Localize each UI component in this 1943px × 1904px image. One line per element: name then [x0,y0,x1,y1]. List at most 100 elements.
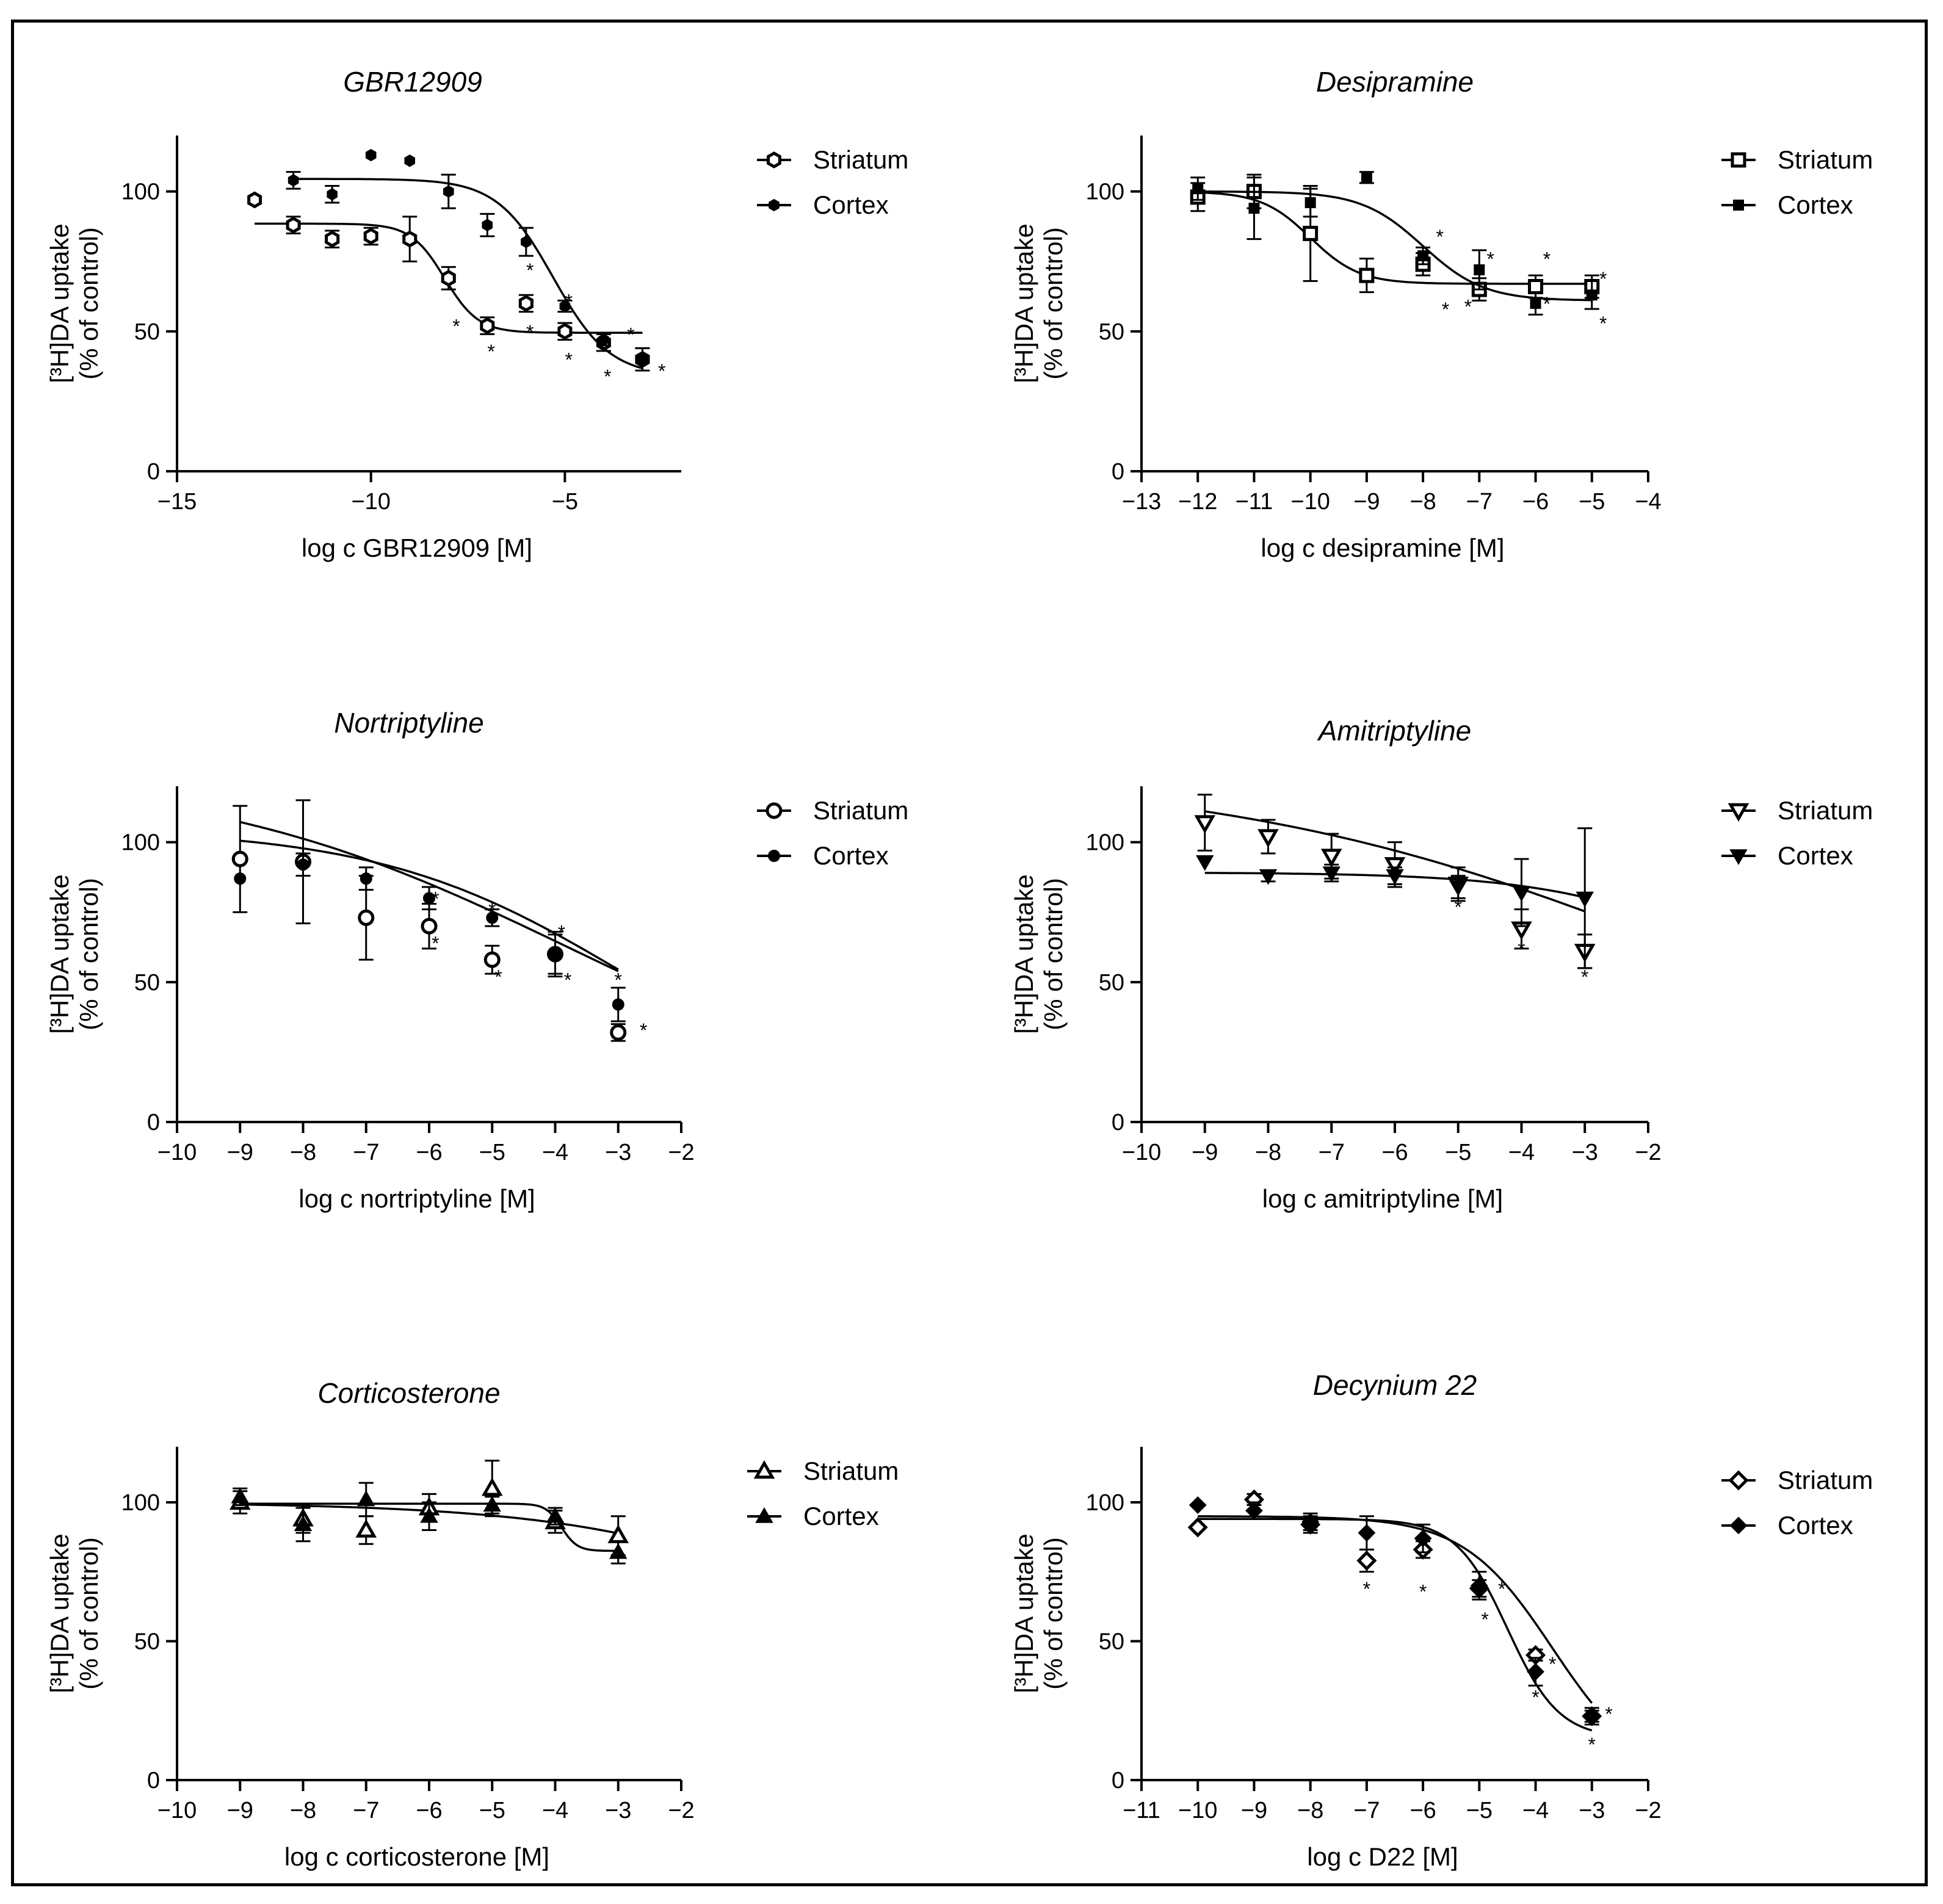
data-point [483,1496,501,1512]
y-tick-label: 0 [1112,1110,1124,1135]
y-axis-label-line1: [³H]DA uptake [45,223,74,383]
data-point [441,269,456,287]
x-tick-label: −5 [479,1140,505,1165]
significance-marker: * [1419,1581,1427,1603]
legend-marker [769,198,780,212]
x-tick-label: −4 [1635,489,1661,515]
data-point [1358,1524,1376,1542]
x-tick-label: −9 [227,1798,253,1823]
chart-title: Corticosterone [317,1377,500,1409]
x-tick-label: −15 [157,489,197,515]
x-tick-label: −9 [1241,1798,1267,1823]
significance-marker: * [627,324,634,346]
significance-marker: * [1543,248,1550,270]
x-axis-label: log c nortriptyline [M] [299,1184,535,1213]
data-point [1414,1529,1432,1547]
x-axis-label: log c GBR12909 [M] [302,534,532,562]
series-cortex [1190,171,1599,316]
x-tick-label: −2 [1635,1798,1661,1823]
x-tick-label: −7 [353,1140,379,1165]
x-tick-label: −12 [1178,489,1217,515]
x-tick-label: −2 [668,1798,694,1823]
series-cortex [1196,827,1594,969]
x-tick-label: −8 [290,1140,316,1165]
y-tick-label: 100 [121,1490,160,1516]
series-striatum [1190,173,1600,302]
y-tick-label: 0 [147,459,160,485]
significance-marker: * [1599,313,1607,335]
legend-marker [1728,1470,1749,1491]
y-axis-label-line2: (% of control) [1039,227,1068,380]
x-tick-label: −4 [542,1798,568,1823]
x-tick-label: −10 [157,1798,197,1823]
legend-marker [1733,200,1744,211]
x-tick-label: −2 [1635,1140,1661,1165]
significance-marker: * [564,969,571,991]
data-point [1192,183,1204,195]
y-tick-label: 100 [121,179,160,205]
data-point [609,1543,628,1559]
data-point [231,1487,249,1504]
legend-label: Cortex [803,1502,879,1530]
y-axis-label-line1: [³H]DA uptake [45,874,74,1033]
x-tick-label: −3 [1572,1140,1598,1165]
legend-entry-cortex: Cortex [1721,1511,1853,1540]
x-tick-label: −6 [416,1798,442,1823]
significance-marker: * [452,316,460,338]
data-point [365,148,377,162]
y-axis-label-line2: (% of control) [74,227,103,380]
data-point [420,1507,438,1523]
chart-panel-1: GBR12909 −15 −10 −5 0 50 100 log c GBR12909 [M]… [45,66,908,562]
chart-panel-3: Nortriptyline −10 −9 −8 −7 −6 −5 −4 −3 −2 0 50 100 lo… [45,707,908,1213]
legend-marker [1729,849,1748,866]
x-tick-label: −9 [1353,489,1380,515]
y-tick-label: 50 [134,319,160,345]
significance-marker: * [494,966,502,988]
data-point [1301,1513,1320,1531]
x-tick-label: −8 [290,1798,316,1823]
y-axis-label-line1: [³H]DA uptake [1010,223,1038,383]
chart-panel-2: Desipramine −13 −12 −11 −10 −9 −8 −7 −6 −5 −4 0 50 10… [1010,66,1873,562]
data-point [1196,855,1214,871]
legend-entry-cortex: Cortex [747,1502,879,1530]
x-tick-label: −8 [1297,1798,1323,1823]
significance-marker: * [1605,1703,1612,1725]
y-tick-label: 100 [1086,830,1124,856]
legend-label: Cortex [1778,1511,1853,1540]
x-tick-label: −5 [552,489,578,515]
legend-entry-striatum: Striatum [1721,1466,1873,1494]
data-point [360,872,372,885]
x-tick-label: −10 [1178,1798,1217,1823]
data-point [612,998,624,1011]
y-axis-label-line2: (% of control) [1039,1537,1068,1690]
significance-marker: * [604,366,611,388]
legend-label: Striatum [813,796,908,825]
x-tick-label: −10 [351,489,390,515]
significance-marker: * [432,933,439,955]
legend-entry-cortex: Cortex [1721,190,1853,219]
chart-title: Amitriptyline [1317,715,1472,747]
y-axis-label-line1: [³H]DA uptake [1010,874,1038,1033]
significance-marker: * [1436,226,1444,248]
significance-marker: * [1464,296,1472,318]
data-point [355,1519,377,1538]
x-tick-label: −8 [1255,1140,1281,1165]
significance-marker: * [1532,1687,1539,1709]
significance-marker: * [1599,268,1607,290]
x-tick-label: −2 [668,1140,694,1165]
data-point [483,951,501,968]
fit-curve [1198,191,1592,285]
series-cortex [1189,1496,1601,1732]
data-point [1320,849,1342,867]
significance-marker: * [488,899,496,921]
data-point [598,333,609,346]
fit-curve [293,178,643,369]
legend-label: Striatum [1778,796,1873,825]
x-axis-label: log c corticosterone [M] [284,1842,549,1871]
legend-label: Cortex [813,841,889,870]
series-cortex [234,839,626,1023]
legend-entry-striatum: Striatum [1721,145,1873,174]
legend-entry-striatum: Striatum [757,145,908,174]
legend-label: Striatum [1778,145,1873,174]
x-tick-label: −5 [1579,489,1605,515]
